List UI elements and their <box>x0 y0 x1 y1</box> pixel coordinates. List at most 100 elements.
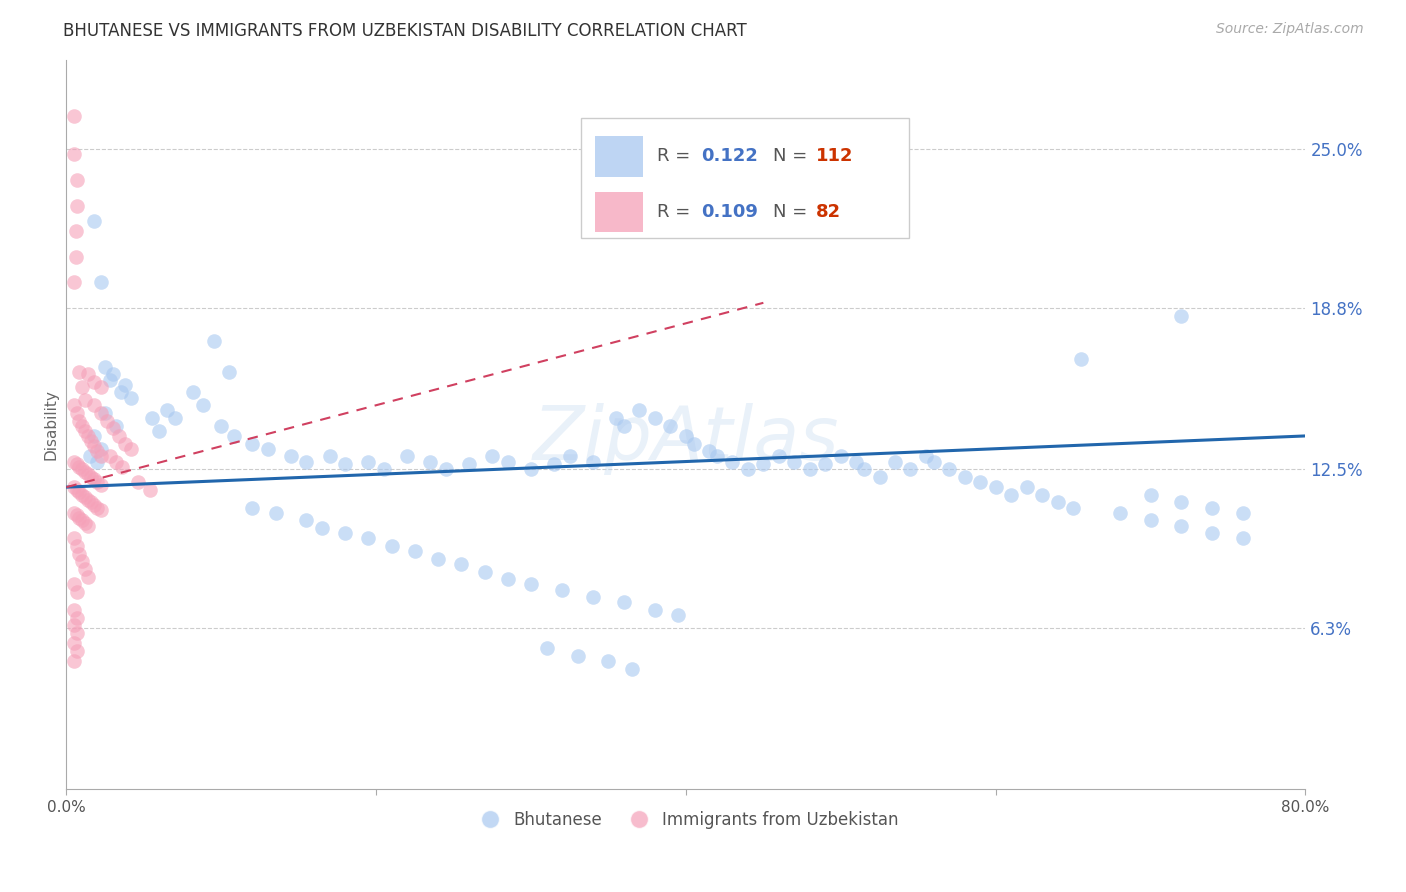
Point <box>520 577 543 591</box>
Text: 0.122: 0.122 <box>700 147 758 166</box>
Point <box>183 385 205 400</box>
Point <box>520 462 543 476</box>
Point <box>77 467 100 482</box>
Point <box>101 368 124 382</box>
Point <box>80 434 103 448</box>
Point <box>156 403 179 417</box>
Text: N =: N = <box>773 147 813 166</box>
Point <box>105 454 128 468</box>
Point <box>474 565 496 579</box>
Point <box>114 436 136 450</box>
Point <box>89 503 111 517</box>
Point <box>121 442 143 456</box>
Text: 112: 112 <box>815 147 853 166</box>
Point <box>659 418 682 433</box>
Text: ZipAtlas: ZipAtlas <box>533 403 839 475</box>
Point <box>66 610 89 624</box>
Text: Source: ZipAtlas.com: Source: ZipAtlas.com <box>1216 22 1364 37</box>
Point <box>613 595 636 609</box>
Point <box>77 518 100 533</box>
Point <box>77 429 100 443</box>
Point <box>139 483 162 497</box>
Point <box>63 454 86 468</box>
Point <box>1108 506 1130 520</box>
Point <box>551 582 574 597</box>
Text: 0.109: 0.109 <box>700 202 758 221</box>
FancyBboxPatch shape <box>596 192 643 232</box>
Point <box>404 544 426 558</box>
Point <box>98 450 121 464</box>
Point <box>884 454 907 468</box>
FancyBboxPatch shape <box>581 118 908 238</box>
Point <box>86 475 108 489</box>
Point <box>66 585 89 599</box>
Point <box>70 488 93 502</box>
Text: R =: R = <box>658 147 696 166</box>
Point <box>67 365 90 379</box>
Point <box>73 562 96 576</box>
Point <box>89 406 111 420</box>
Point <box>63 276 86 290</box>
Point <box>1000 488 1022 502</box>
Point <box>63 577 86 591</box>
Text: R =: R = <box>658 202 696 221</box>
Point <box>450 557 472 571</box>
Point <box>63 398 86 412</box>
Point <box>73 465 96 479</box>
Point <box>644 603 666 617</box>
Point <box>86 454 108 468</box>
Point <box>721 454 744 468</box>
Point <box>419 454 441 468</box>
Point <box>65 250 87 264</box>
Point <box>240 436 263 450</box>
Point <box>613 418 636 433</box>
Point <box>148 424 170 438</box>
Y-axis label: Disability: Disability <box>44 389 58 460</box>
Point <box>644 411 666 425</box>
Point <box>80 495 103 509</box>
Point <box>70 418 93 433</box>
Point <box>66 539 89 553</box>
Point <box>63 506 86 520</box>
Point <box>89 276 111 290</box>
Point <box>1170 518 1192 533</box>
Point <box>83 375 105 389</box>
Point <box>77 492 100 507</box>
Point <box>536 641 558 656</box>
Point <box>969 475 991 489</box>
Point <box>984 480 1007 494</box>
Point <box>94 406 117 420</box>
Point <box>396 450 419 464</box>
Point <box>295 513 318 527</box>
Point <box>319 450 342 464</box>
Point <box>915 450 938 464</box>
Point <box>163 411 186 425</box>
Point <box>98 373 121 387</box>
Point <box>434 462 457 476</box>
Point <box>706 450 728 464</box>
Point <box>666 608 689 623</box>
Point <box>256 442 278 456</box>
Point <box>77 368 100 382</box>
Point <box>900 462 922 476</box>
Point <box>1139 513 1161 527</box>
Point <box>845 454 868 468</box>
Point <box>620 662 643 676</box>
Point <box>1031 488 1053 502</box>
Point <box>77 570 100 584</box>
Point <box>938 462 960 476</box>
Point <box>94 359 117 374</box>
Point <box>357 532 380 546</box>
Point <box>83 498 105 512</box>
Point <box>752 457 775 471</box>
Point <box>89 450 111 464</box>
Point <box>628 403 651 417</box>
Point <box>83 429 105 443</box>
Point <box>66 198 89 212</box>
Point <box>66 406 89 420</box>
Point <box>67 413 90 427</box>
Point <box>209 418 232 433</box>
Point <box>121 391 143 405</box>
Point <box>682 436 704 450</box>
Point <box>110 385 132 400</box>
